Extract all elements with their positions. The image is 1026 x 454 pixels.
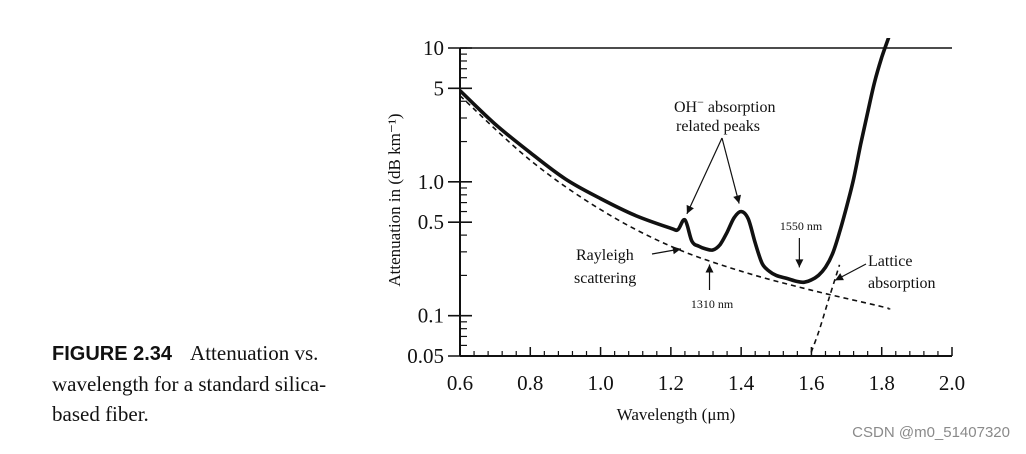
label-1550: 1550 nm	[780, 219, 823, 233]
figure-label: FIGURE 2.34	[52, 343, 173, 365]
chart-series	[460, 38, 891, 356]
figure-caption: FIGURE 2.34 Attenuation vs. wavelength fo…	[52, 338, 362, 429]
oh-arrow-1-head	[686, 204, 694, 214]
x-tick-label: 1.6	[798, 371, 824, 395]
y-axis-title: Attenuation in (dB km⁻¹)	[385, 113, 404, 286]
chart-axes: Wavelength (μm) Attenuation in (dB km⁻¹)	[385, 47, 952, 424]
x-tick-label: 2.0	[939, 371, 965, 395]
y-tick-label: 1.0	[418, 170, 444, 194]
oh-annotation-line2: related peaks	[676, 118, 760, 135]
x-tick-label: 1.8	[869, 371, 895, 395]
arrow-1310-head	[705, 264, 714, 273]
chart-ticks: 0.6 0.8 1.0 1.2 1.4 1.6 1.8 2.0 0.05 0.1 0.5 1.0 5 10	[407, 36, 965, 395]
x-axis-title: Wavelength (μm)	[617, 405, 736, 424]
rayleigh-annotation-line1: Rayleigh	[576, 247, 634, 264]
y-tick-label: 0.5	[418, 210, 444, 234]
oh-annotation-rest: absorption	[704, 99, 776, 116]
oh-annotation-line1: OH− absorption	[674, 95, 775, 116]
oh-annotation-sup: −	[697, 95, 704, 109]
chart-annotations: OH− absorption related peaks Rayleigh scatt…	[574, 95, 936, 311]
x-tick-label: 1.2	[658, 371, 684, 395]
x-tick-label: 0.6	[447, 371, 473, 395]
y-tick-label: 10	[423, 36, 444, 60]
lattice-absorption-line	[808, 264, 841, 356]
y-tick-label: 5	[434, 76, 445, 100]
oh-arrow-1	[686, 137, 723, 215]
lattice-arrow-head	[835, 273, 844, 281]
lattice-annotation-line1: Lattice	[868, 253, 912, 270]
figure-caption-text: Attenuation vs. wavelength for a standar…	[52, 341, 327, 426]
oh-arrow-2-head	[733, 194, 741, 204]
watermark: CSDN @m0_51407320	[852, 424, 1010, 441]
label-1310: 1310 nm	[691, 297, 734, 311]
arrow-1550-head	[795, 259, 804, 268]
rayleigh-scattering-line	[460, 95, 891, 310]
oh-arrow-2	[721, 137, 740, 204]
rayleigh-annotation-line2: scattering	[574, 270, 636, 287]
y-tick-label: 0.05	[407, 344, 444, 368]
total-attenuation-line	[460, 38, 891, 285]
lattice-annotation-line2: absorption	[868, 275, 936, 292]
x-tick-label: 1.4	[728, 371, 755, 395]
rayleigh-arrow-head	[672, 246, 681, 255]
x-tick-label: 0.8	[517, 371, 543, 395]
y-tick-label: 0.1	[418, 304, 444, 328]
oh-annotation-oh: OH	[674, 99, 698, 116]
x-tick-label: 1.0	[587, 371, 613, 395]
